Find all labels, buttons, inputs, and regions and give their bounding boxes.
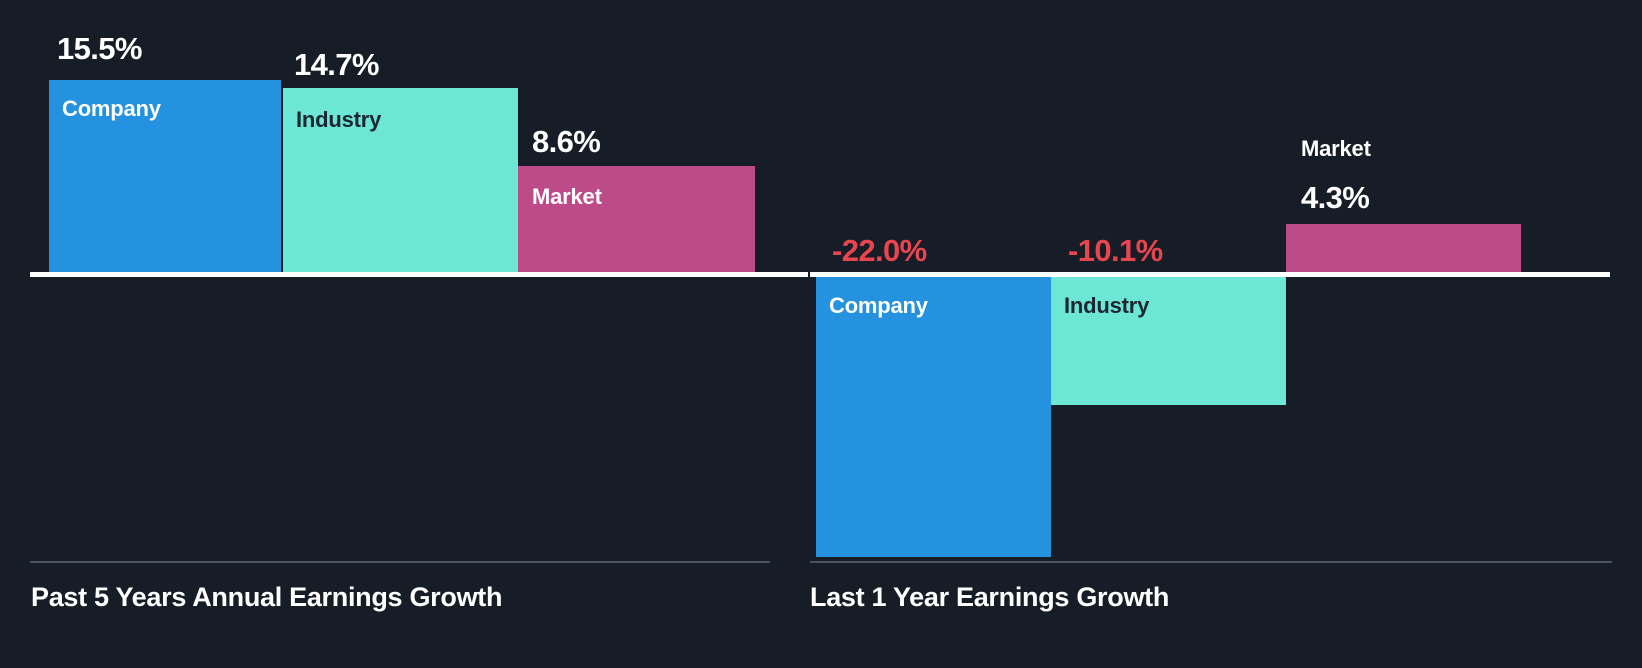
chart-title-last-1-year: Last 1 Year Earnings Growth (810, 582, 1170, 612)
footer-divider (810, 561, 1612, 563)
value-label-market: 4.3% (1301, 180, 1370, 215)
value-label-company: -22.0% (832, 233, 927, 268)
bar-company[interactable]: Company (49, 80, 281, 277)
bar-company[interactable]: Company (816, 277, 1051, 557)
value-label-industry: 14.7% (294, 47, 380, 82)
bar-label-market: Market (532, 184, 602, 209)
chart-panel-last-1-year: Market 4.3% -22.0% -10.1% Company Indust… (810, 0, 1642, 668)
bar-label-company: Company (829, 293, 928, 318)
zero-baseline (30, 272, 808, 277)
value-label-industry: -10.1% (1068, 233, 1163, 268)
bar-label-market: Market (1301, 136, 1371, 161)
zero-baseline (810, 272, 1610, 277)
bar-industry[interactable]: Industry (1051, 277, 1286, 405)
chart-panel-past-5-years: 15.5% 14.7% 8.6% Company Industry Market… (0, 0, 810, 668)
bar-label-company: Company (62, 96, 161, 121)
plot-area-past-5-years: 15.5% 14.7% 8.6% Company Industry Market (0, 0, 810, 566)
bar-market[interactable] (1286, 224, 1521, 277)
bar-market[interactable]: Market (518, 166, 755, 277)
chart-title-past-5-years: Past 5 Years Annual Earnings Growth (31, 582, 503, 612)
bar-industry[interactable]: Industry (283, 88, 518, 277)
bar-label-industry: Industry (1064, 293, 1150, 318)
value-label-market: 8.6% (532, 124, 601, 159)
bar-label-industry: Industry (296, 107, 382, 132)
plot-area-last-1-year: Market 4.3% -22.0% -10.1% Company Indust… (810, 0, 1642, 566)
value-label-company: 15.5% (57, 31, 143, 66)
footer-divider (30, 561, 770, 563)
